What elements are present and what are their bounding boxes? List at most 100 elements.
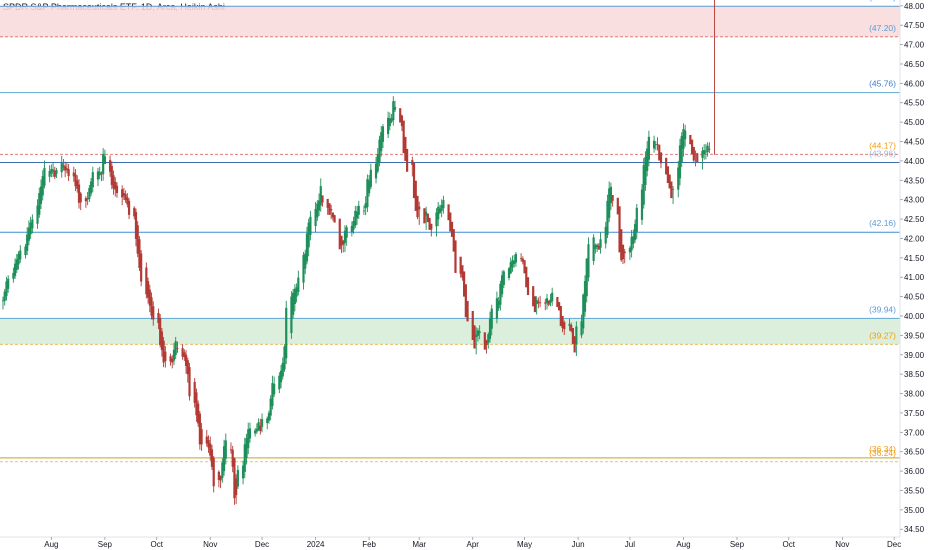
candle-body bbox=[184, 354, 188, 367]
y-tick-label: 34.50 bbox=[904, 525, 925, 534]
candle-body bbox=[556, 296, 559, 308]
candle-body bbox=[60, 162, 63, 173]
y-tick-label: 42.50 bbox=[904, 215, 925, 224]
candle-body bbox=[88, 188, 91, 199]
candle-body bbox=[114, 181, 117, 190]
candle-body bbox=[126, 197, 129, 205]
level-label-6: (39.94) bbox=[869, 304, 896, 314]
candle-body bbox=[580, 321, 583, 336]
candle-body bbox=[53, 170, 56, 177]
candle-body bbox=[331, 212, 334, 218]
candle-body bbox=[257, 422, 260, 430]
candle-body bbox=[387, 117, 390, 135]
candle-body bbox=[79, 193, 82, 203]
candle-body bbox=[459, 256, 462, 274]
candle-body bbox=[471, 310, 474, 341]
candle-body bbox=[487, 334, 490, 344]
candle-body bbox=[466, 300, 469, 322]
candle-body bbox=[84, 198, 87, 202]
candle-body bbox=[273, 383, 276, 395]
candle-body bbox=[582, 294, 585, 329]
candle-body bbox=[43, 167, 46, 186]
level-label-8: (36.34) bbox=[869, 444, 896, 454]
candle-body bbox=[708, 148, 711, 150]
candle-body bbox=[281, 362, 284, 377]
candle-body bbox=[559, 305, 562, 327]
candle-body bbox=[278, 375, 281, 390]
y-tick-label: 47.00 bbox=[904, 41, 925, 50]
candle-body bbox=[677, 167, 680, 190]
candle-body bbox=[521, 258, 524, 262]
candle-body bbox=[501, 275, 504, 295]
candle-body bbox=[91, 172, 94, 188]
candle-body bbox=[62, 165, 65, 168]
candle-body bbox=[666, 166, 669, 184]
candle-body bbox=[31, 219, 34, 229]
candle-body bbox=[426, 213, 429, 223]
candle-body bbox=[290, 296, 293, 334]
candle-body bbox=[423, 208, 426, 224]
candle-body bbox=[656, 144, 659, 146]
candle-body bbox=[478, 331, 481, 334]
x-tick-label: Sep bbox=[98, 540, 113, 549]
candle-body bbox=[150, 297, 153, 316]
candle-body bbox=[27, 227, 31, 241]
candle-body bbox=[535, 299, 538, 304]
candle-body bbox=[406, 148, 409, 172]
candle-body bbox=[160, 331, 163, 351]
candle-body bbox=[343, 230, 347, 244]
candle-body bbox=[701, 150, 704, 158]
candle-body bbox=[247, 429, 250, 449]
candle-body bbox=[442, 200, 445, 209]
candle-body bbox=[15, 259, 18, 270]
candle-body bbox=[74, 174, 77, 187]
candle-body bbox=[654, 144, 657, 146]
x-tick-label: Apr bbox=[467, 540, 480, 549]
candle-body bbox=[608, 188, 611, 218]
x-tick-label: Sep bbox=[730, 540, 745, 549]
candle-body bbox=[292, 292, 295, 315]
candle-body bbox=[86, 198, 89, 200]
y-tick-label: 43.00 bbox=[904, 196, 925, 205]
level-label-9: (36.24) bbox=[869, 448, 896, 458]
candle-body bbox=[100, 173, 103, 175]
candle-body bbox=[414, 180, 417, 211]
candle-body bbox=[55, 170, 58, 174]
candle-body bbox=[198, 413, 201, 445]
candle-body bbox=[224, 440, 227, 459]
candle-body bbox=[392, 101, 395, 121]
y-tick-label: 43.50 bbox=[904, 176, 925, 185]
candle-body bbox=[551, 292, 554, 302]
candle-body bbox=[704, 151, 707, 153]
candle-body bbox=[122, 193, 125, 196]
candle-body bbox=[243, 444, 246, 472]
candle-body bbox=[513, 260, 516, 265]
candle-body bbox=[248, 428, 252, 439]
candle-body bbox=[364, 203, 367, 209]
candle-body bbox=[532, 286, 535, 307]
candle-body bbox=[452, 229, 455, 252]
candle-body bbox=[447, 204, 450, 221]
candle-body bbox=[162, 340, 165, 363]
y-tick-label: 37.00 bbox=[904, 428, 925, 437]
candle-body bbox=[587, 244, 590, 278]
candle-body bbox=[670, 181, 673, 199]
candle-body bbox=[483, 332, 486, 350]
candle-body bbox=[176, 348, 179, 349]
candle-body bbox=[221, 462, 224, 479]
candle-body bbox=[402, 120, 405, 154]
y-tick-label: 41.50 bbox=[904, 254, 925, 263]
candle-body bbox=[159, 317, 162, 346]
candle-body bbox=[5, 281, 8, 297]
candle-body bbox=[269, 398, 272, 416]
y-tick-label: 41.00 bbox=[904, 273, 925, 282]
candle-body bbox=[694, 153, 697, 154]
zone-1 bbox=[0, 318, 900, 345]
candle-body bbox=[488, 318, 492, 339]
candle-body bbox=[50, 169, 53, 174]
candle-body bbox=[283, 346, 286, 370]
candle-body bbox=[571, 328, 575, 344]
x-tick-label: Nov bbox=[203, 540, 217, 549]
candle-body bbox=[450, 221, 454, 237]
